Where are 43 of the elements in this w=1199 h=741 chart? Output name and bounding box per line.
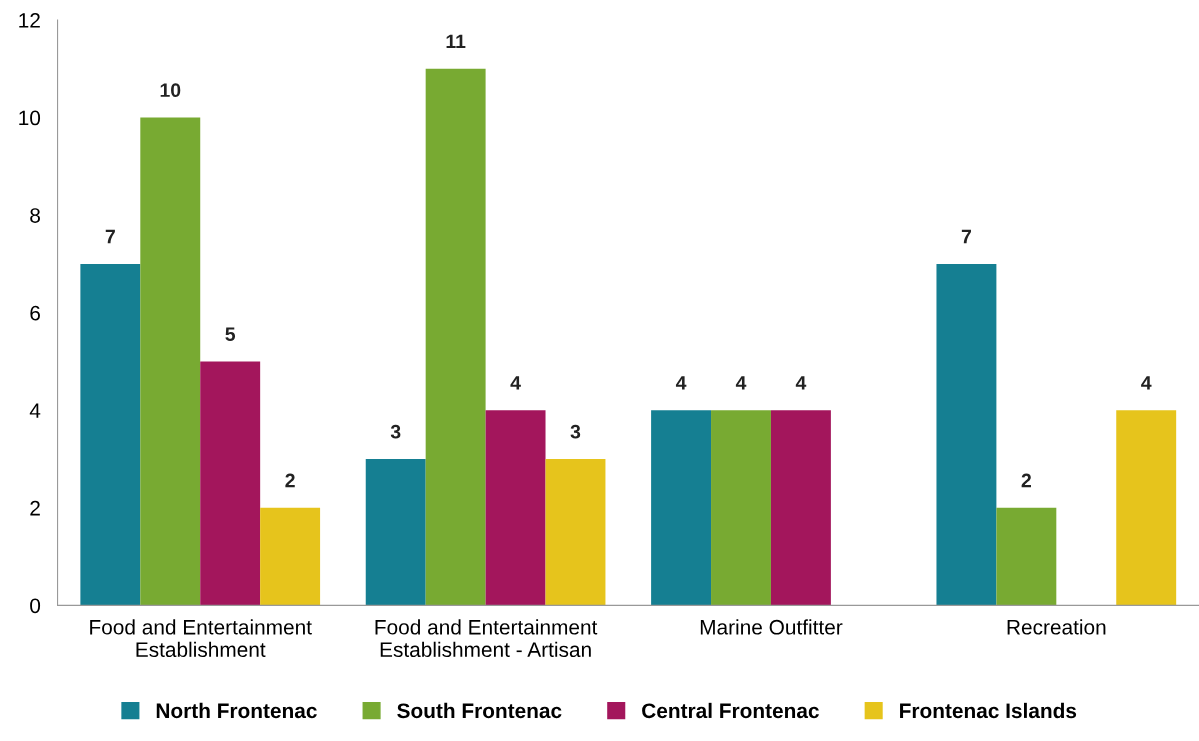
data-label: 4: [795, 376, 807, 390]
y-tick-label: 0: [30, 598, 41, 614]
data-label: 11: [446, 34, 466, 49]
bar: [936, 263, 997, 606]
data-label: 10: [160, 83, 181, 98]
legend-label: Frontenac Islands: [900, 702, 1077, 719]
bar: [485, 410, 546, 606]
bar: [651, 410, 712, 606]
data-label: 4: [735, 376, 747, 390]
bar: [140, 117, 201, 606]
x-tick-label: Marine Outfitter: [700, 619, 843, 635]
bar: [711, 410, 771, 606]
y-tick-label: 10: [19, 110, 41, 126]
bar: [770, 410, 831, 606]
bar: [260, 507, 321, 606]
data-label: 3: [390, 424, 401, 439]
y-tick-label: 8: [30, 208, 40, 223]
data-label: 5: [225, 327, 236, 341]
bar: [425, 68, 486, 606]
y-tick-label: 12: [19, 13, 40, 28]
x-tick-label: Food and Entertainment Establishment - Artisan: [375, 619, 598, 658]
bar: [200, 361, 261, 606]
legend-label: North Frontenac: [156, 702, 317, 719]
bar: [1116, 410, 1177, 606]
data-label: 7: [961, 229, 971, 244]
x-tick-label: Food and Entertainment Establishment: [90, 619, 312, 658]
data-label: 4: [1141, 376, 1152, 390]
y-tick-label: 4: [29, 403, 41, 418]
x-tick-label: Recreation: [1007, 619, 1106, 635]
legend-label: Central Frontenac: [642, 702, 819, 719]
data-label: 7: [105, 229, 115, 244]
y-tick-label: 6: [30, 305, 40, 321]
data-label: 3: [570, 424, 581, 439]
data-label: 2: [285, 473, 295, 488]
y-tick-label: 2: [30, 500, 40, 516]
data-label: 2: [1021, 473, 1031, 488]
bar: [80, 263, 141, 606]
data-label: 4: [675, 376, 687, 390]
data-label: 4: [510, 376, 521, 390]
bar: [365, 459, 426, 606]
legend-label: South Frontenac: [397, 702, 562, 719]
bar: [545, 459, 606, 606]
bar: [996, 507, 1057, 606]
